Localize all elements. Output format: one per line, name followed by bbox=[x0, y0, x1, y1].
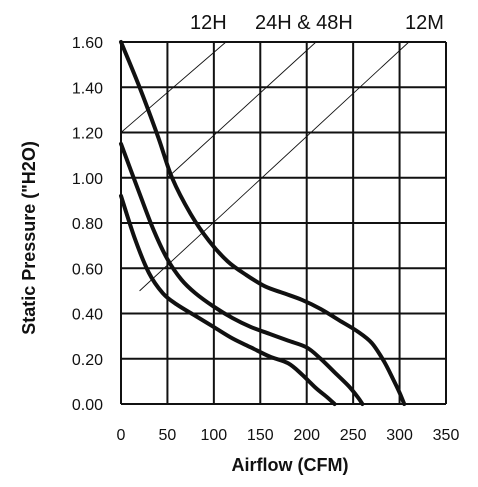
y-tick-label: 1.00 bbox=[72, 171, 103, 188]
annotation-12h: 12H bbox=[190, 12, 227, 34]
y-tick-label: 0.60 bbox=[72, 261, 103, 278]
performance-curve bbox=[119, 193, 337, 406]
x-axis-title: Airflow (CFM) bbox=[232, 455, 349, 475]
x-tick-label: 250 bbox=[340, 427, 367, 444]
annotation-12m: 12M bbox=[405, 12, 444, 34]
tick-label-layer: 0 50 100 150 200 250 300 350 0.00 0.20 0.40 0.60 0.8… bbox=[72, 35, 460, 444]
x-tick-label: 100 bbox=[201, 427, 228, 444]
y-tick-label: 1.60 bbox=[72, 35, 103, 52]
y-axis-title: Static Pressure ("H2O) bbox=[19, 141, 39, 335]
y-tick-label: 1.20 bbox=[72, 126, 103, 143]
performance-curve-layer bbox=[119, 40, 407, 406]
performance-curve bbox=[119, 40, 407, 406]
x-tick-label: 50 bbox=[159, 427, 177, 444]
system-curve-line bbox=[139, 41, 410, 292]
grid-layer bbox=[120, 41, 447, 405]
x-tick-label: 350 bbox=[433, 427, 460, 444]
performance-curve bbox=[119, 141, 365, 406]
x-tick-label: 150 bbox=[247, 427, 274, 444]
x-tick-label: 0 bbox=[117, 427, 126, 444]
x-tick-label: 200 bbox=[293, 427, 320, 444]
system-curve-layer bbox=[120, 41, 410, 292]
x-tick-label: 300 bbox=[386, 427, 413, 444]
system-curve-line bbox=[120, 41, 227, 133]
y-tick-label: 0.00 bbox=[72, 397, 103, 414]
y-tick-label: 0.80 bbox=[72, 216, 103, 233]
y-tick-label: 1.40 bbox=[72, 80, 103, 97]
annotation-24h-48h: 24H & 48H bbox=[255, 12, 353, 34]
system-curve-line bbox=[167, 41, 317, 179]
y-tick-label: 0.40 bbox=[72, 307, 103, 324]
y-tick-label: 0.20 bbox=[72, 352, 103, 369]
